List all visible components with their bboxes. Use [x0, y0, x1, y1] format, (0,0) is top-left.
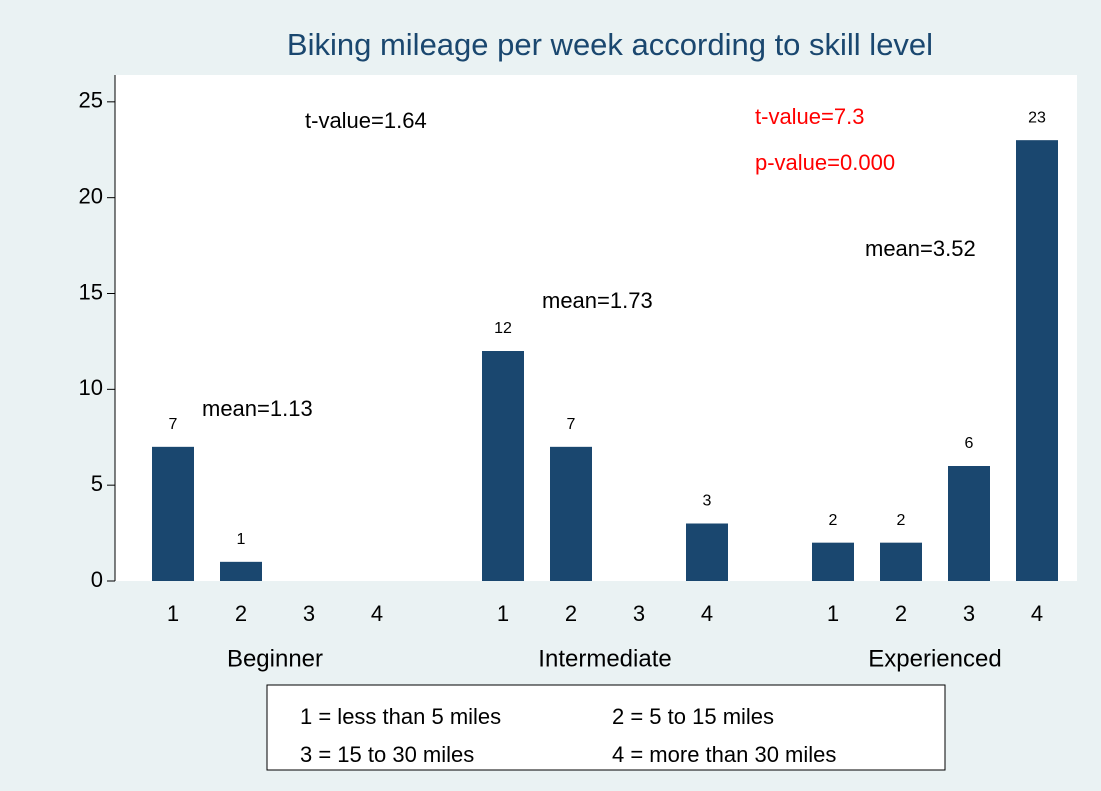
data-label: 3 — [703, 493, 712, 510]
x-tick-label: 3 — [633, 601, 645, 626]
x-tick-label: 3 — [963, 601, 975, 626]
legend-entry: 4 = more than 30 miles — [612, 742, 836, 767]
x-tick-label: 2 — [895, 601, 907, 626]
data-label: 2 — [829, 512, 838, 529]
data-label: 1 — [237, 531, 246, 548]
legend-box — [266, 684, 946, 771]
bar — [686, 523, 728, 581]
group-label: Beginner — [227, 645, 323, 672]
x-tick-label: 1 — [497, 601, 509, 626]
y-tick-label: 15 — [79, 279, 103, 304]
bar — [220, 561, 262, 581]
bar — [1016, 140, 1058, 581]
x-tick-label: 1 — [827, 601, 839, 626]
group-label: Experienced — [868, 645, 1001, 672]
y-tick-label: 5 — [91, 471, 103, 496]
data-label: 7 — [169, 416, 178, 433]
plot-area — [115, 75, 1077, 581]
bar — [482, 351, 524, 581]
bar — [152, 446, 194, 581]
legend-entry: 3 = 15 to 30 miles — [300, 742, 474, 767]
bar — [812, 542, 854, 581]
y-tick-label: 0 — [91, 567, 103, 592]
annotation: t-value=1.64 — [305, 108, 427, 133]
bar — [880, 542, 922, 581]
annotation: mean=1.73 — [542, 288, 653, 313]
legend-entry: 1 = less than 5 miles — [300, 704, 501, 729]
data-label: 23 — [1028, 109, 1046, 126]
data-label: 6 — [965, 435, 974, 452]
chart-title: Biking mileage per week according to ski… — [287, 27, 933, 62]
data-label: 12 — [494, 320, 512, 337]
legend-entry: 2 = 5 to 15 miles — [612, 704, 774, 729]
x-tick-label: 2 — [565, 601, 577, 626]
data-label: 2 — [897, 512, 906, 529]
x-tick-label: 4 — [1031, 601, 1043, 626]
y-tick-label: 10 — [79, 375, 103, 400]
y-tick-label: 20 — [79, 183, 103, 208]
bar — [550, 446, 592, 581]
x-tick-label: 2 — [235, 601, 247, 626]
bar — [948, 466, 990, 581]
annotation: mean=1.13 — [202, 396, 313, 421]
x-tick-label: 4 — [371, 601, 383, 626]
annotation: t-value=7.3 — [755, 104, 864, 129]
x-tick-label: 3 — [303, 601, 315, 626]
y-tick-label: 25 — [79, 88, 103, 113]
x-tick-label: 1 — [167, 601, 179, 626]
annotation: p-value=0.000 — [755, 150, 895, 175]
x-tick-label: 4 — [701, 601, 713, 626]
data-label: 7 — [567, 416, 576, 433]
group-label: Intermediate — [538, 645, 671, 672]
annotation: mean=3.52 — [865, 236, 976, 261]
